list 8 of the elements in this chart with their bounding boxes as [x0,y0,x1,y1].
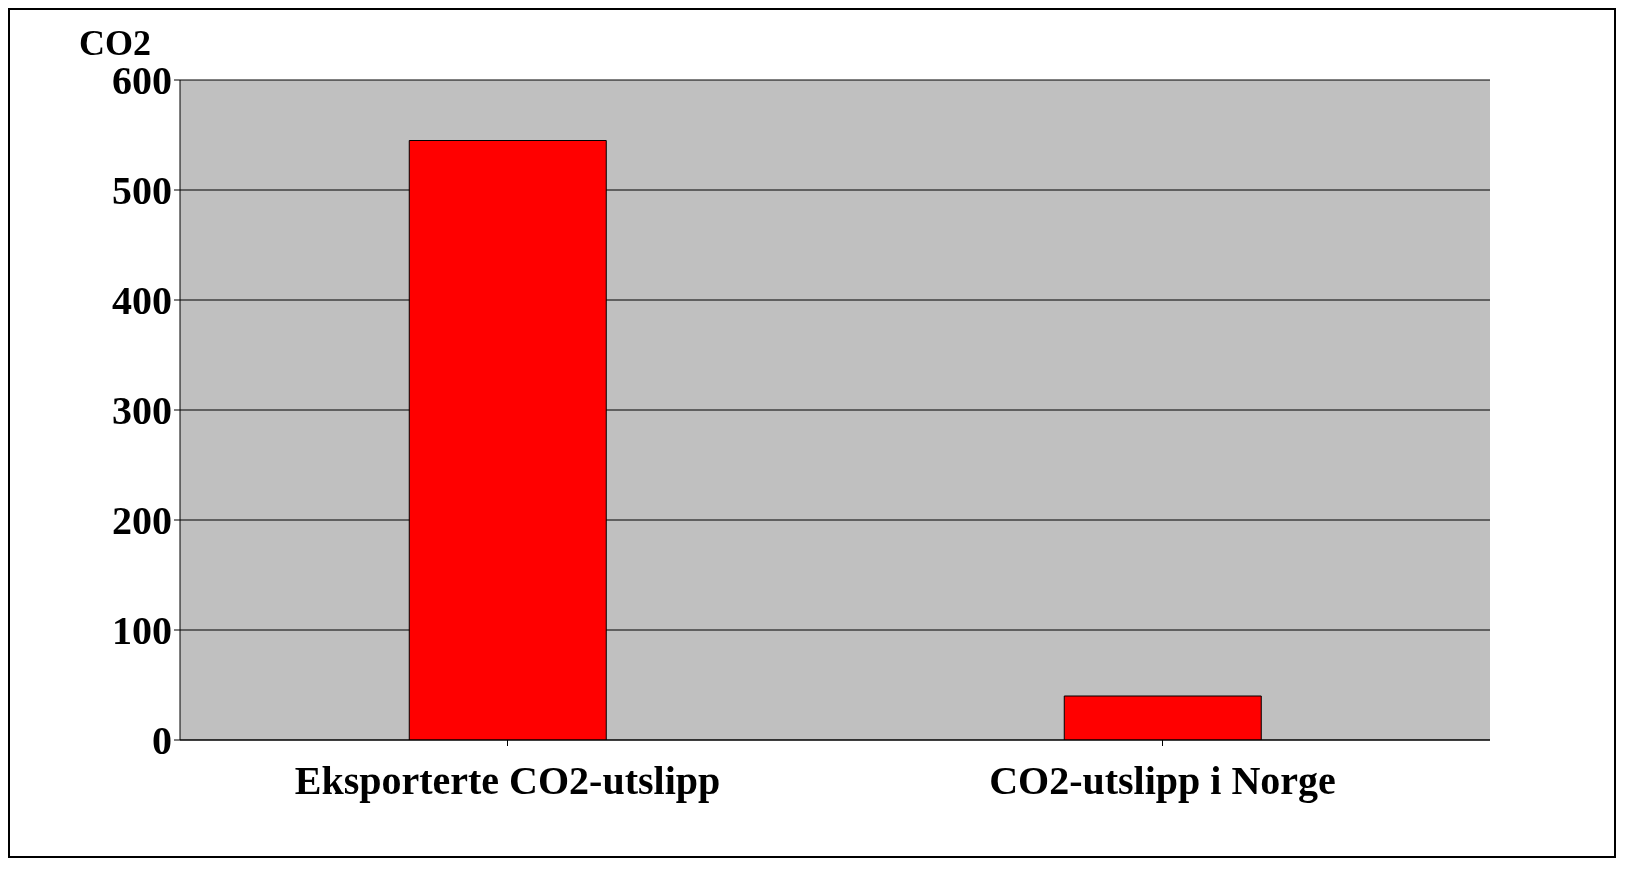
y-tick-label: 100 [112,608,172,654]
x-tick-label: CO2-utslipp i Norge [989,758,1336,804]
y-tick-label: 200 [112,498,172,544]
y-tick-label: 300 [112,388,172,434]
y-tick-label: 0 [152,718,172,764]
y-tick-label: 400 [112,278,172,324]
y-tick-label: 500 [112,168,172,214]
x-tick-label: Eksporterte CO2-utslipp [294,758,721,804]
